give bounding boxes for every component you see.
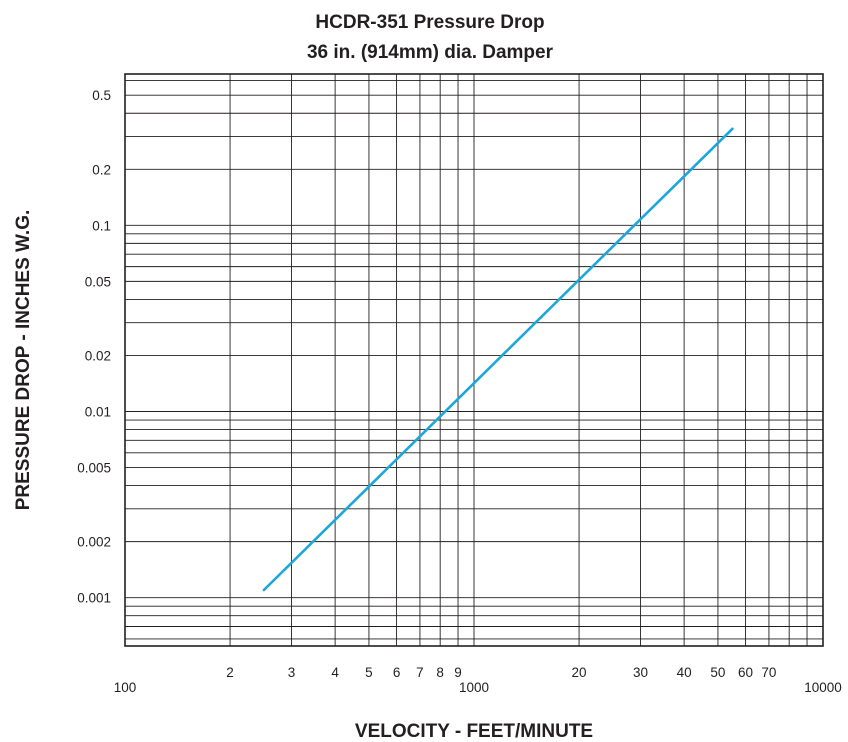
y-tick-label: 0.002 xyxy=(77,535,111,550)
x-tick-label: 50 xyxy=(710,665,725,680)
y-tick-label: 0.01 xyxy=(85,405,111,420)
y-tick-label: 0.5 xyxy=(92,88,111,103)
y-tick-label: 0.1 xyxy=(92,218,111,233)
x-tick-label: 70 xyxy=(761,665,776,680)
x-tick-label: 20 xyxy=(572,665,587,680)
x-tick-label: 4 xyxy=(331,665,339,680)
x-tick-label: 8 xyxy=(436,665,444,680)
x-tick-label: 7 xyxy=(416,665,424,680)
x-tick-label: 30 xyxy=(633,665,648,680)
x-tick-label: 10000 xyxy=(804,680,842,695)
x-tick-label: 40 xyxy=(677,665,692,680)
x-axis-title: VELOCITY - FEET/MINUTE xyxy=(355,721,593,742)
y-axis-title: PRESSURE DROP - INCHES W.G. xyxy=(13,210,34,511)
plot-frame xyxy=(124,73,824,647)
y-tick-labels: 0.001 0.002 0.005 0.01 0.02 0.05 0.1 0.2 0.5 xyxy=(77,88,111,605)
y-tick-label: 0.02 xyxy=(85,348,111,363)
pressure-drop-line xyxy=(262,127,734,592)
x-tick-label: 9 xyxy=(454,665,462,680)
x-tick-label: 100 xyxy=(114,680,137,695)
x-tick-label: 3 xyxy=(288,665,296,680)
grid-lines xyxy=(125,74,823,646)
x-tick-label: 1000 xyxy=(459,680,489,695)
chart-title-line-2: 36 in. (914mm) dia. Damper xyxy=(307,42,554,63)
y-tick-label: 0.05 xyxy=(85,274,111,289)
x-tick-label: 6 xyxy=(393,665,401,680)
y-tick-label: 0.005 xyxy=(77,461,111,476)
x-tick-label: 5 xyxy=(365,665,373,680)
chart-title-line-1: HCDR-351 Pressure Drop xyxy=(315,12,544,33)
x-tick-label: 2 xyxy=(226,665,234,680)
series-layer xyxy=(262,127,734,592)
x-tick-label: 60 xyxy=(738,665,753,680)
y-tick-label: 0.2 xyxy=(92,162,111,177)
y-tick-label: 0.001 xyxy=(77,591,111,606)
